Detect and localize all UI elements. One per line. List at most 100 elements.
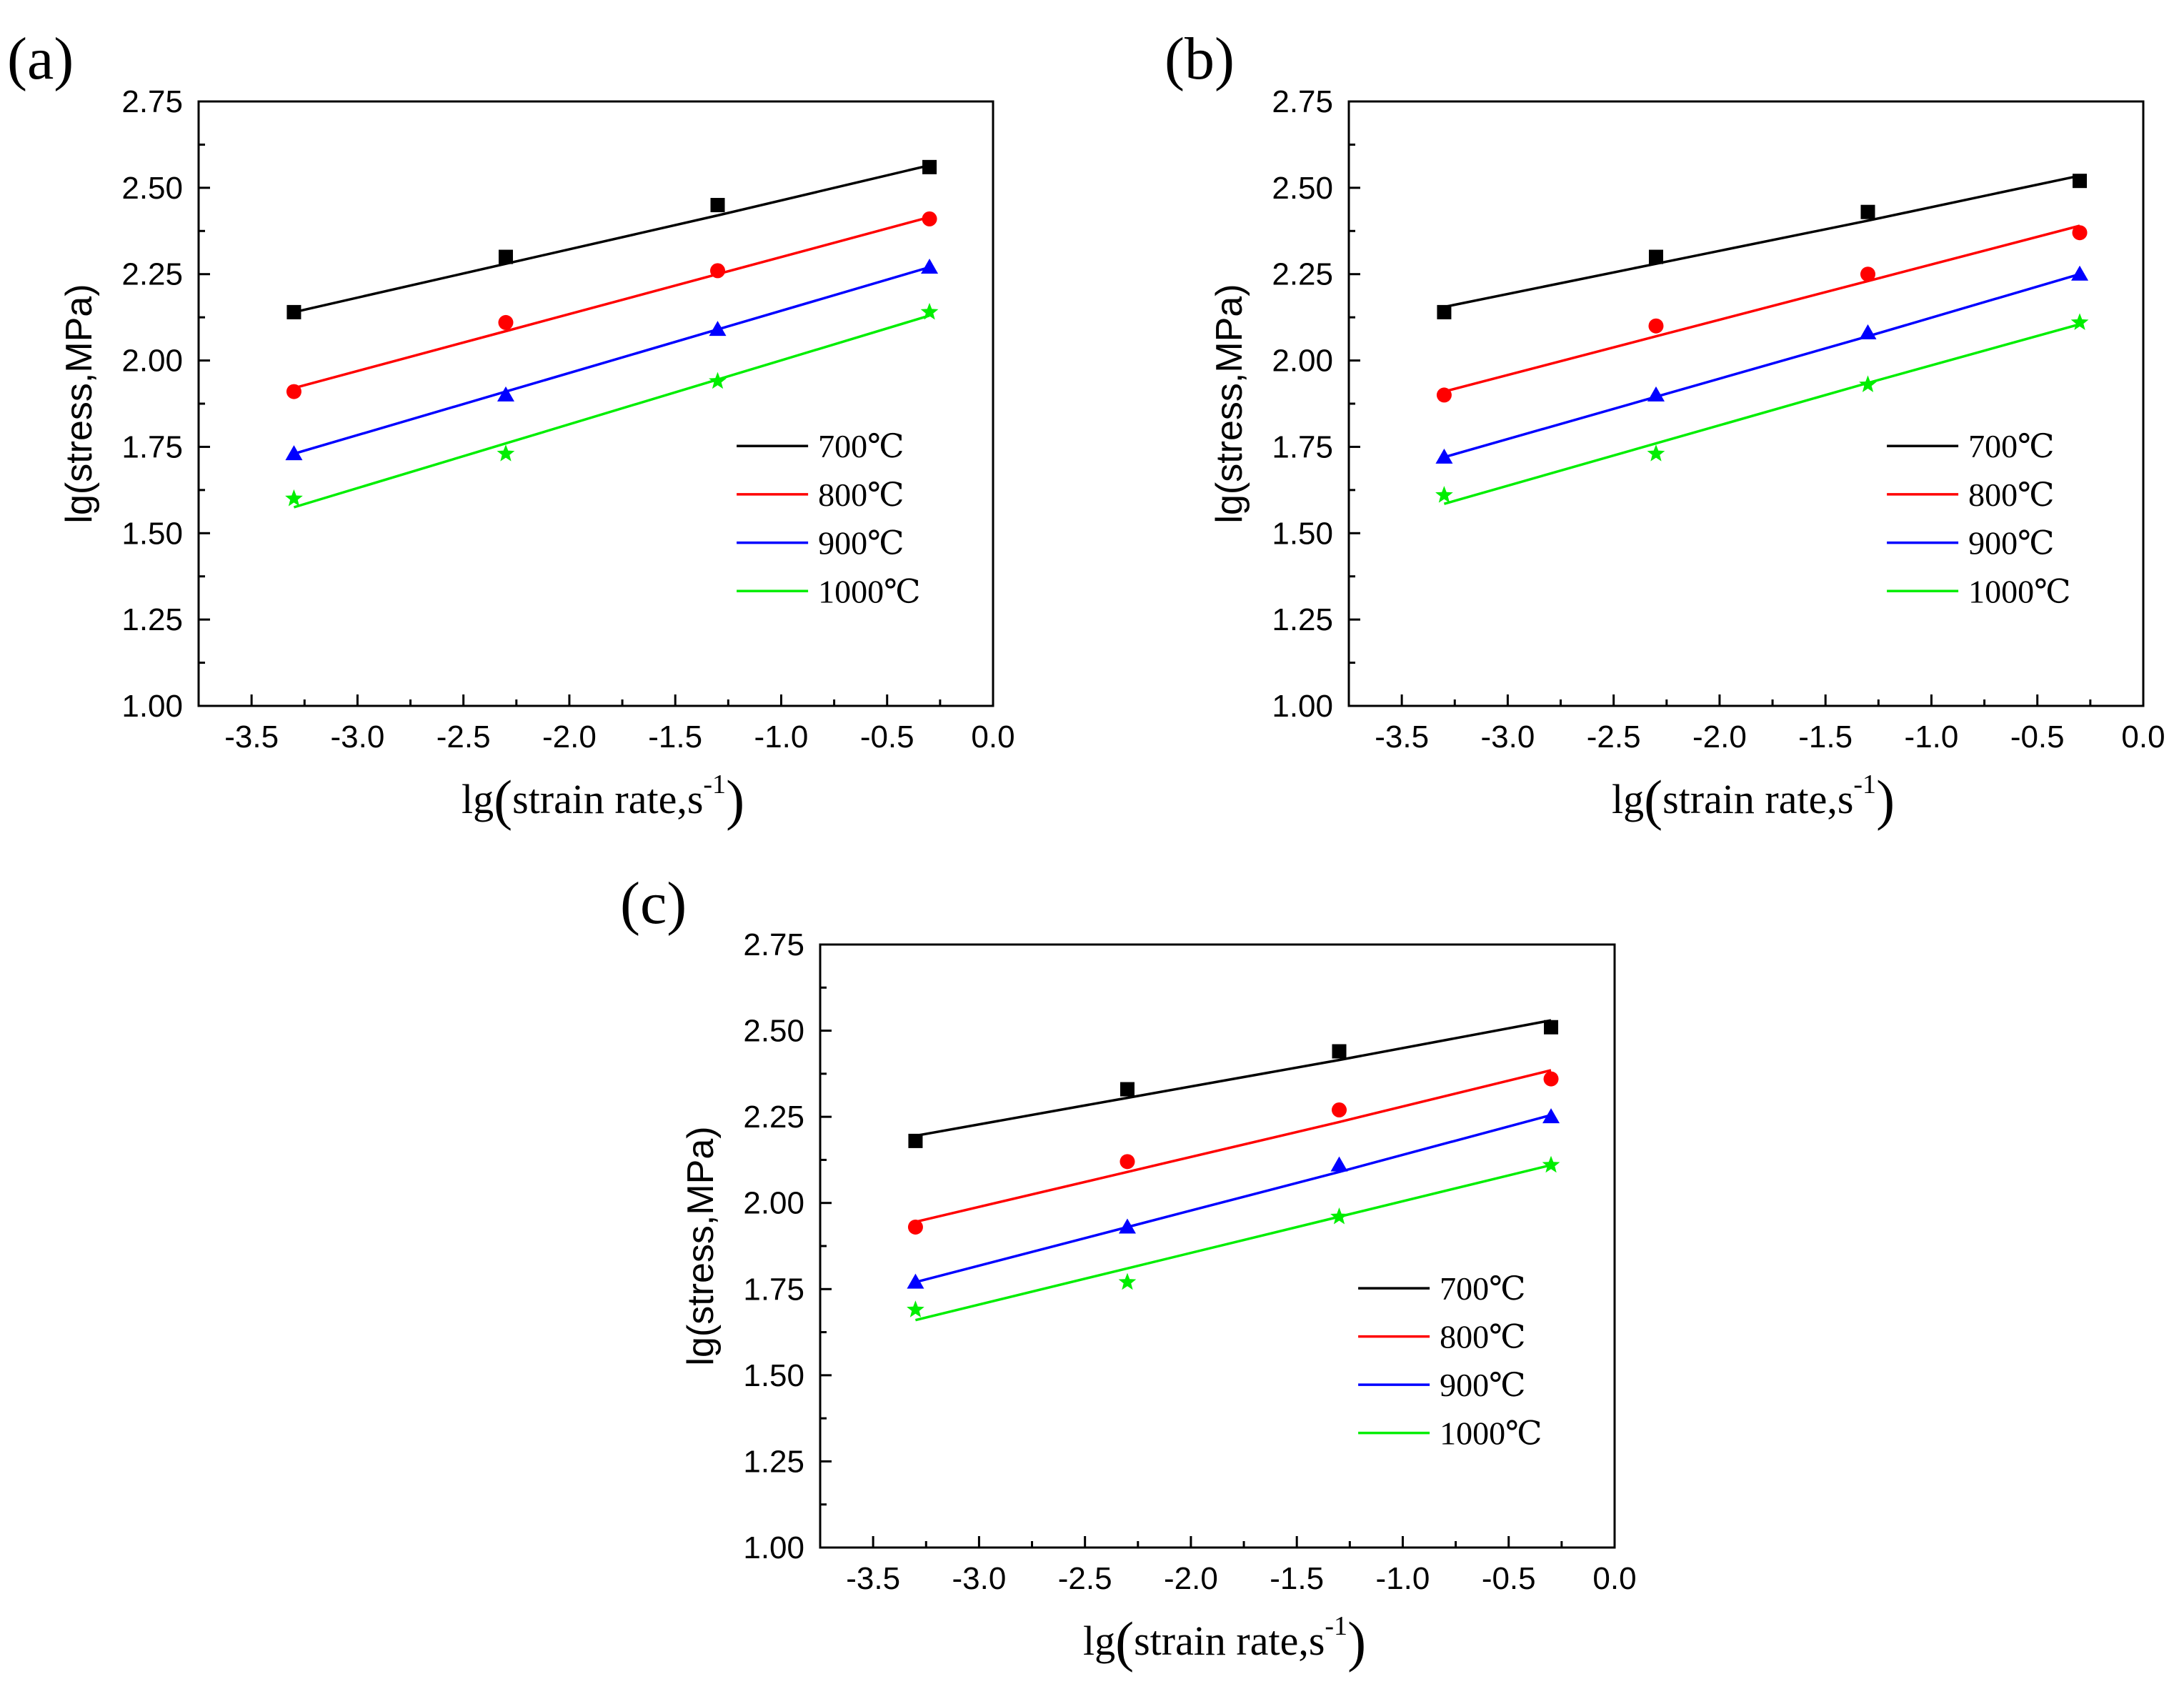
data-point: [1437, 304, 1452, 319]
x-tick-label: -2.0: [1692, 719, 1747, 754]
series-0: [1437, 174, 2088, 319]
x-tick-label: -2.0: [542, 719, 597, 754]
series-2: [285, 259, 939, 461]
data-point: [908, 1133, 923, 1148]
y-axis-label: lg(stress,MPa): [680, 1126, 722, 1365]
y-tick-label: 1.25: [121, 602, 183, 637]
legend-label: 700℃: [1440, 1270, 1525, 1307]
data-point: [2071, 265, 2089, 281]
panel-label: (b): [1165, 26, 1235, 92]
data-point: [286, 304, 301, 319]
fit-line: [914, 1114, 1552, 1284]
y-tick-label: 2.75: [121, 84, 183, 119]
data-point: [1120, 1154, 1135, 1170]
fit-line: [1443, 273, 2080, 459]
plot-frame: [1347, 100, 2145, 707]
legend: 700℃ 800℃ 900℃ 1000℃: [1887, 428, 2071, 609]
legend-label: 700℃: [818, 428, 904, 464]
data-point: [1435, 486, 1453, 503]
data-point: [2070, 313, 2089, 330]
y-tick-label: 2.50: [743, 1014, 804, 1049]
data-point: [1542, 1155, 1560, 1173]
legend-label: 800℃: [818, 477, 904, 513]
fit-line: [915, 1019, 1552, 1137]
data-point: [1332, 1102, 1347, 1117]
data-point: [907, 1300, 924, 1317]
plot-frame: [197, 100, 994, 707]
x-tick-label: -1.5: [648, 719, 702, 754]
fit-line: [1443, 323, 2080, 505]
x-tick-label: -3.0: [330, 719, 384, 754]
series-3: [1435, 313, 2089, 505]
data-point: [710, 198, 725, 213]
y-tick-label: 2.75: [743, 927, 804, 962]
fit-line: [293, 266, 930, 455]
y-tick-label: 2.00: [743, 1186, 804, 1221]
legend-label: 1000℃: [1968, 573, 2070, 609]
legend-label: 900℃: [1440, 1367, 1525, 1403]
data-point: [1544, 1020, 1559, 1035]
data-point: [1647, 386, 1665, 402]
x-axis-label: lg(strain rate,s-1): [1083, 1610, 1366, 1673]
legend-label: 1000℃: [818, 573, 920, 609]
y-tick-label: 1.50: [743, 1358, 804, 1393]
y-tick-label: 1.00: [121, 689, 183, 724]
x-tick-label: -2.0: [1164, 1561, 1218, 1596]
y-tick-label: 2.25: [743, 1100, 804, 1135]
legend: 700℃ 800℃ 900℃ 1000℃: [737, 428, 921, 609]
fit-line: [294, 164, 930, 314]
legend: 700℃ 800℃ 900℃ 1000℃: [1358, 1270, 1542, 1452]
x-tick-label: -3.5: [224, 719, 279, 754]
panel-label: (c): [620, 870, 687, 937]
y-tick-label: 1.25: [743, 1444, 804, 1479]
x-tick-label: 0.0: [971, 719, 1014, 754]
legend-label: 800℃: [1968, 477, 2054, 513]
data-point: [1330, 1207, 1348, 1225]
x-tick-label: 0.0: [2121, 719, 2165, 754]
x-tick-label: -3.0: [952, 1561, 1006, 1596]
y-tick-label: 1.75: [1272, 429, 1333, 464]
data-point: [1330, 1156, 1348, 1172]
fit-line: [293, 314, 930, 509]
y-tick-label: 2.00: [121, 344, 183, 379]
legend-label: 800℃: [1440, 1319, 1525, 1355]
x-tick-label: -2.5: [437, 719, 491, 754]
legend-label: 900℃: [818, 525, 904, 562]
fit-line: [914, 1069, 1552, 1223]
data-point: [2072, 225, 2088, 241]
series-1: [907, 1069, 1559, 1235]
y-tick-label: 1.00: [743, 1530, 804, 1565]
fit-line: [914, 1163, 1552, 1322]
data-point: [1118, 1218, 1136, 1234]
data-point: [709, 372, 727, 389]
data-point: [1435, 448, 1453, 464]
x-tick-label: -0.5: [860, 719, 914, 754]
data-point: [1859, 375, 1877, 392]
data-point: [1436, 387, 1452, 403]
data-point: [1648, 318, 1664, 334]
series-0: [286, 159, 937, 319]
y-tick-label: 2.50: [121, 171, 183, 206]
data-point: [1332, 1044, 1347, 1059]
x-tick-label: -3.5: [1375, 719, 1429, 754]
y-tick-label: 1.75: [743, 1272, 804, 1307]
x-tick-label: -2.5: [1587, 719, 1641, 754]
x-tick-label: -1.5: [1798, 719, 1853, 754]
x-tick-label: -0.5: [1482, 1561, 1536, 1596]
data-point: [286, 384, 301, 399]
x-tick-label: -3.0: [1480, 719, 1535, 754]
x-axis-label: lg(strain rate,s-1): [1612, 769, 1895, 831]
data-point: [922, 159, 937, 174]
data-point: [1859, 324, 1877, 339]
data-point: [498, 314, 514, 330]
data-point: [922, 211, 937, 226]
data-point: [1120, 1082, 1135, 1097]
y-axis-label: lg(stress,MPa): [59, 284, 100, 523]
y-tick-label: 2.75: [1272, 84, 1333, 119]
data-point: [497, 386, 514, 402]
data-point: [1647, 444, 1665, 462]
series-2: [1435, 265, 2089, 464]
x-tick-label: 0.0: [1592, 1561, 1636, 1596]
data-point: [498, 249, 513, 264]
